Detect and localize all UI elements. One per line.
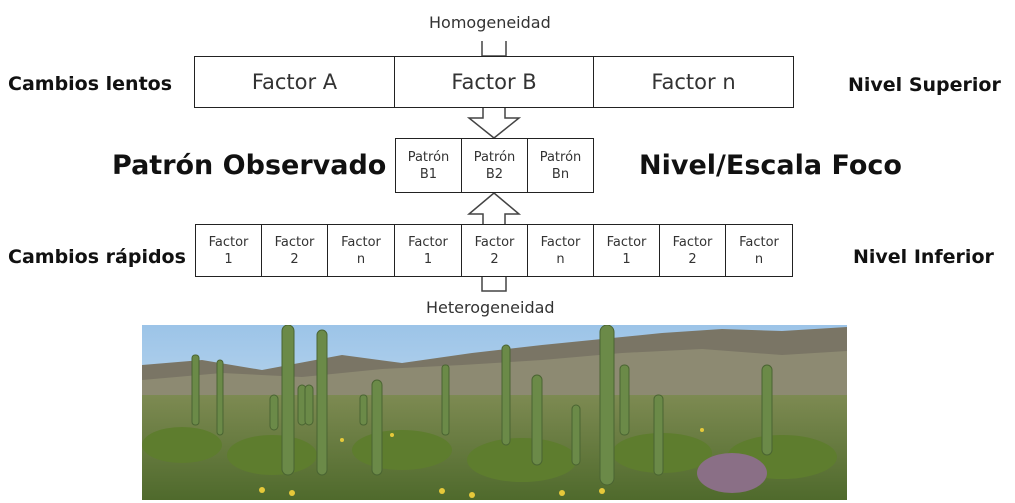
- pattern-id: B2: [485, 166, 504, 182]
- factor-label: Factor: [341, 234, 381, 250]
- lower-factor-box: Factor 1: [394, 224, 462, 277]
- top-stem: [481, 41, 507, 57]
- lower-factor-box: Factor n: [725, 224, 793, 277]
- pattern-label: Patrón: [407, 149, 450, 165]
- lower-factor-box: Factor n: [527, 224, 594, 277]
- factor-id: 1: [224, 251, 233, 267]
- factor-id: n: [556, 251, 565, 267]
- factor-id: n: [356, 251, 366, 267]
- factor-label: Factor: [540, 234, 581, 250]
- upper-level-label: Nivel Superior: [848, 74, 1001, 96]
- pattern-id: B1: [419, 166, 438, 182]
- lower-factor-box: Factor n: [327, 224, 395, 277]
- factor-id: 1: [423, 251, 433, 267]
- factor-label: Factor: [474, 234, 515, 250]
- factor-label: Factor: [208, 234, 249, 250]
- factor-id: 1: [622, 251, 631, 267]
- factor-id: 2: [490, 251, 499, 267]
- focus-level-label: Nivel/Escala Foco: [639, 150, 902, 181]
- upper-factor-box: Factor A: [194, 56, 395, 108]
- lower-factor-box: Factor 2: [461, 224, 528, 277]
- fast-changes-label: Cambios rápidos: [8, 246, 186, 268]
- lower-factor-box: Factor 2: [261, 224, 328, 277]
- heterogeneity-label: Heterogeneidad: [426, 298, 555, 317]
- upper-factor-box: Factor B: [394, 56, 594, 108]
- pattern-id: Bn: [551, 166, 570, 182]
- pattern-label: Patrón: [539, 149, 582, 165]
- homogeneity-label: Homogeneidad: [429, 13, 551, 32]
- upper-factor-box: Factor n: [593, 56, 794, 108]
- pattern-box: Patrón B2: [461, 138, 528, 193]
- pattern-box: Patrón B1: [395, 138, 462, 193]
- up-arrow: [466, 192, 522, 224]
- lower-factor-box: Factor 1: [195, 224, 262, 277]
- factor-label: Factor: [274, 234, 315, 250]
- factor-label: Factor: [739, 234, 779, 250]
- factor-id: n: [754, 251, 764, 267]
- factor-label: Factor: [672, 234, 713, 250]
- pattern-box: Patrón Bn: [527, 138, 594, 193]
- factor-id: 2: [688, 251, 697, 267]
- desert-landscape-photo: [142, 325, 847, 500]
- lower-factor-box: Factor 2: [659, 224, 726, 277]
- slow-changes-label: Cambios lentos: [8, 73, 173, 95]
- pattern-label: Patrón: [473, 149, 516, 165]
- lower-level-label: Nivel Inferior: [853, 246, 994, 268]
- factor-label: Factor: [606, 234, 647, 250]
- factor-label: Factor: [408, 234, 448, 250]
- down-arrow: [466, 108, 522, 139]
- observed-pattern-label: Patrón Observado: [112, 150, 387, 181]
- factor-id: 2: [290, 251, 299, 267]
- lower-factor-box: Factor 1: [593, 224, 660, 277]
- bottom-stem: [481, 276, 507, 292]
